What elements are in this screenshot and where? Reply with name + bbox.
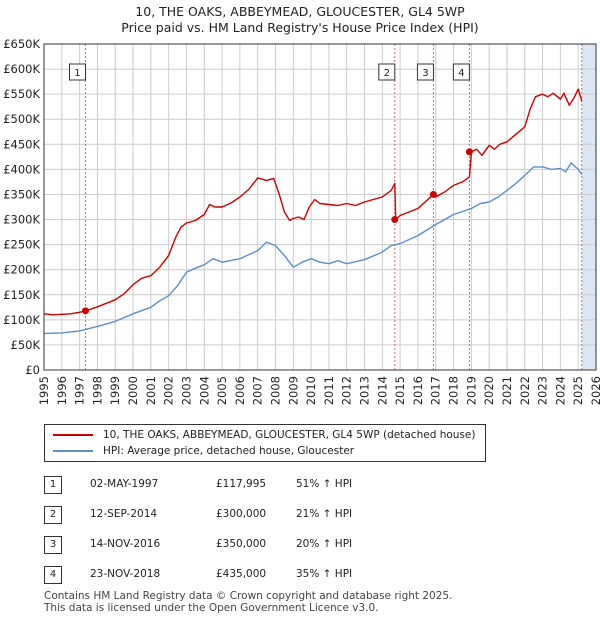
chart-title-line1: 10, THE OAKS, ABBEYMEAD, GLOUCESTER, GL4… [135, 4, 465, 19]
transaction-label: 3 [422, 68, 428, 79]
footer-copyright: Contains HM Land Registry data © Crown c… [44, 590, 452, 614]
y-tick-label: £550K [3, 87, 40, 101]
x-tick-label: 1997 [73, 376, 87, 405]
price-chart: 1 2 3 4 £0 £50K £100K £150K £200K £250K £300K £350K… [3, 37, 600, 405]
y-tick-label: £350K [3, 187, 40, 201]
y-tick-label: £650K [3, 37, 40, 51]
forecast-shade [581, 44, 596, 370]
transaction-price: £350,000 [216, 538, 267, 550]
x-tick-label: 2018 [447, 376, 461, 405]
transaction-hpi-delta: 20% ↑ HPI [296, 538, 353, 550]
property-series-line [43, 88, 583, 316]
sale-point [81, 307, 89, 315]
transaction-number: 2 [44, 506, 62, 524]
y-tick-label: £50K [11, 338, 41, 352]
legend-property-label: 10, THE OAKS, ABBEYMEAD, GLOUCESTER, GL4… [103, 429, 476, 441]
x-tick-label: 2026 [589, 376, 600, 405]
transaction-row: 2 12-SEP-2014 £300,000 21% ↑ HPI [44, 506, 464, 526]
x-tick-label: 2010 [304, 376, 318, 405]
y-tick-label: £0 [25, 363, 40, 377]
sale-point [465, 148, 473, 156]
footer-line-1: Contains HM Land Registry data © Crown c… [44, 590, 453, 602]
x-tick-label: 1995 [37, 376, 51, 405]
y-tick-label: £300K [3, 213, 40, 227]
legend-hpi-swatch [53, 450, 93, 452]
x-tick-label: 2019 [464, 376, 478, 405]
transaction-label-box [68, 63, 86, 81]
footer-line-2: This data is licensed under the Open Gov… [44, 602, 379, 614]
plot-frame [43, 43, 597, 371]
x-tick-label: 2014 [375, 376, 389, 405]
transaction-date: 14-NOV-2016 [90, 538, 161, 550]
y-tick-label: £400K [3, 162, 40, 176]
x-tick-label: 2022 [518, 376, 532, 405]
x-tick-label: 2011 [322, 376, 336, 405]
x-tick-label: 2021 [500, 376, 514, 405]
transaction-label: 4 [458, 68, 464, 79]
transaction-number: 4 [44, 566, 62, 584]
transaction-row: 4 23-NOV-2018 £435,000 35% ↑ HPI [44, 566, 464, 586]
transaction-label-box [452, 63, 470, 81]
x-tick-label: 2005 [215, 376, 229, 405]
x-tick-label: 2023 [536, 376, 550, 405]
transaction-row: 1 02-MAY-1997 £117,995 51% ↑ HPI [44, 476, 464, 496]
x-tick-label: 2016 [411, 376, 425, 405]
x-tick-label: 1998 [90, 376, 104, 405]
y-tick-label: £600K [3, 62, 40, 76]
x-tick-label: 2004 [197, 376, 211, 405]
legend: 10, THE OAKS, ABBEYMEAD, GLOUCESTER, GL4… [44, 424, 486, 462]
chart-title-line2: Price paid vs. HM Land Registry's House … [121, 20, 479, 35]
y-tick-label: £450K [3, 137, 40, 151]
x-tick-label: 2025 [571, 376, 585, 405]
x-tick-label: 2013 [358, 376, 372, 405]
y-tick-label: £100K [3, 313, 40, 327]
y-tick-label: £250K [3, 238, 40, 252]
x-tick-label: 2017 [429, 376, 443, 405]
x-tick-label: 2001 [144, 376, 158, 405]
transaction-label-box [378, 63, 396, 81]
x-tick-label: 2006 [233, 376, 247, 405]
transaction-label-box [416, 63, 434, 81]
y-tick-label: £500K [3, 112, 40, 126]
y-tick-label: £150K [3, 288, 40, 302]
hpi-series-line [43, 162, 583, 335]
transaction-hpi-delta: 21% ↑ HPI [296, 508, 353, 520]
transaction-date: 12-SEP-2014 [90, 508, 158, 520]
transaction-row: 3 14-NOV-2016 £350,000 20% ↑ HPI [44, 536, 464, 556]
x-tick-label: 2015 [393, 376, 407, 405]
x-tick-label: 2012 [340, 376, 354, 405]
legend-item-property: 10, THE OAKS, ABBEYMEAD, GLOUCESTER, GL4… [53, 427, 475, 443]
transaction-hpi-delta: 35% ↑ HPI [296, 568, 353, 580]
legend-item-hpi: HPI: Average price, detached house, Glou… [53, 443, 354, 459]
transaction-price: £300,000 [216, 508, 267, 520]
x-tick-label: 1996 [55, 376, 69, 405]
legend-property-swatch [53, 434, 93, 436]
transaction-date: 23-NOV-2018 [90, 568, 161, 580]
x-tick-label: 2024 [553, 376, 567, 405]
x-tick-label: 2009 [286, 376, 300, 405]
transaction-date: 02-MAY-1997 [90, 478, 159, 490]
y-tick-label: £200K [3, 263, 40, 277]
legend-hpi-label: HPI: Average price, detached house, Glou… [103, 445, 355, 457]
transaction-number: 1 [44, 476, 62, 494]
transaction-hpi-delta: 51% ↑ HPI [296, 478, 353, 490]
transaction-price: £117,995 [216, 478, 267, 490]
x-tick-label: 2002 [162, 376, 176, 405]
sale-point [429, 190, 437, 198]
x-tick-label: 2020 [482, 376, 496, 405]
transaction-price: £435,000 [216, 568, 267, 580]
sale-point [391, 216, 399, 224]
transaction-label: 1 [74, 68, 80, 79]
transaction-label: 2 [384, 68, 390, 79]
x-tick-label: 2008 [268, 376, 282, 405]
transaction-number: 3 [44, 536, 62, 554]
x-tick-label: 2003 [179, 376, 193, 405]
x-tick-label: 2007 [251, 376, 265, 405]
x-tick-label: 1999 [108, 376, 122, 405]
x-tick-label: 2000 [126, 376, 140, 405]
